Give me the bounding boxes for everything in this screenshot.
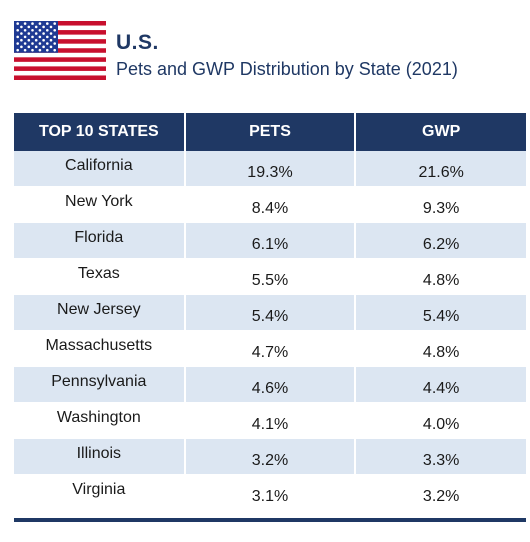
- pets-cell: 8.4%: [184, 186, 357, 223]
- pets-cell: 4.7%: [184, 330, 357, 367]
- states-table: TOP 10 STATES PETS GWP California 19.3% …: [14, 113, 526, 511]
- state-cell: California: [14, 151, 186, 187]
- state-cell: New York: [14, 186, 186, 223]
- page-header: U.S. Pets and GWP Distribution by State …: [14, 21, 514, 83]
- gwp-cell: 4.8%: [355, 330, 526, 367]
- state-cell: Washington: [14, 402, 186, 439]
- state-cell: Virginia: [14, 474, 186, 511]
- table-row: Texas 5.5% 4.8%: [14, 258, 526, 295]
- country-title: U.S.: [116, 31, 159, 54]
- table-row: California 19.3% 21.6%: [14, 151, 526, 187]
- table-row: Virginia 3.1% 3.2%: [14, 474, 526, 511]
- table-row: Illinois 3.2% 3.3%: [14, 438, 526, 475]
- gwp-cell: 9.3%: [355, 186, 526, 223]
- table-row: New York 8.4% 9.3%: [14, 186, 526, 223]
- state-cell: Massachusetts: [14, 330, 186, 367]
- pets-cell: 5.5%: [184, 258, 357, 295]
- pets-cell: 4.6%: [184, 366, 357, 403]
- gwp-cell: 21.6%: [355, 151, 526, 187]
- table-row: Florida 6.1% 6.2%: [14, 222, 526, 259]
- table-row: Pennsylvania 4.6% 4.4%: [14, 366, 526, 403]
- table-row: Massachusetts 4.7% 4.8%: [14, 330, 526, 367]
- gwp-cell: 3.2%: [355, 474, 526, 511]
- table-row: Washington 4.1% 4.0%: [14, 402, 526, 439]
- gwp-cell: 5.4%: [355, 294, 526, 331]
- pets-cell: 3.1%: [184, 474, 357, 511]
- state-cell: Illinois: [14, 438, 186, 475]
- page-subtitle: Pets and GWP Distribution by State (2021…: [116, 59, 458, 79]
- table-header-row: TOP 10 STATES PETS GWP: [14, 113, 526, 151]
- pets-cell: 19.3%: [184, 151, 357, 187]
- gwp-cell: 6.2%: [355, 222, 526, 259]
- column-header-pets: PETS: [184, 113, 357, 151]
- gwp-cell: 4.4%: [355, 366, 526, 403]
- column-header-state: TOP 10 STATES: [14, 113, 186, 151]
- gwp-cell: 4.0%: [355, 402, 526, 439]
- us-flag-icon: [14, 21, 106, 80]
- pets-cell: 5.4%: [184, 294, 357, 331]
- pets-cell: 3.2%: [184, 438, 357, 475]
- column-header-gwp: GWP: [355, 113, 526, 151]
- state-cell: Texas: [14, 258, 186, 295]
- pets-cell: 4.1%: [184, 402, 357, 439]
- state-cell: Florida: [14, 222, 186, 259]
- state-cell: New Jersey: [14, 294, 186, 331]
- gwp-cell: 4.8%: [355, 258, 526, 295]
- state-cell: Pennsylvania: [14, 366, 186, 403]
- table-bottom-rule: [14, 518, 526, 522]
- gwp-cell: 3.3%: [355, 438, 526, 475]
- table-row: New Jersey 5.4% 5.4%: [14, 294, 526, 331]
- pets-cell: 6.1%: [184, 222, 357, 259]
